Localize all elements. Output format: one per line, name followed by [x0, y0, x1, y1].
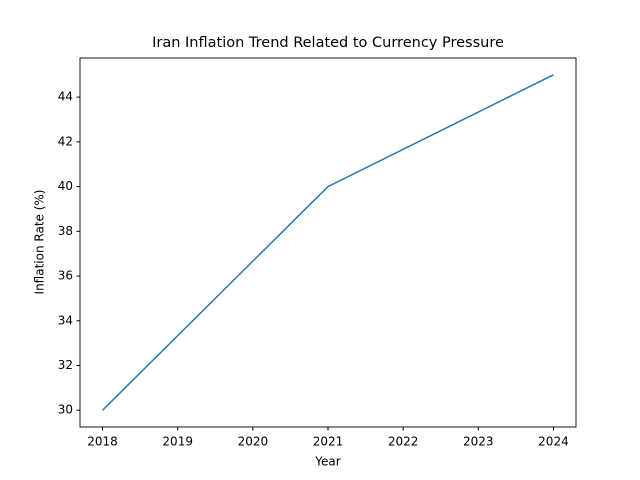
y-tick-label: 32	[58, 358, 73, 372]
chart-title: Iran Inflation Trend Related to Currency…	[152, 35, 504, 51]
y-tick-label: 44	[58, 90, 73, 104]
y-tick-label: 40	[58, 179, 73, 193]
x-tick-label: 2023	[463, 435, 494, 449]
y-tick-label: 30	[58, 403, 73, 417]
y-tick-label: 42	[58, 134, 73, 148]
x-tick-label: 2021	[313, 435, 344, 449]
x-tick-label: 2024	[538, 435, 569, 449]
y-tick-label: 34	[58, 313, 73, 327]
x-tick-label: 2018	[87, 435, 118, 449]
x-tick-label: 2022	[388, 435, 419, 449]
y-axis-label: Inflation Rate (%)	[33, 190, 47, 295]
y-tick-label: 36	[58, 269, 73, 283]
data-line	[102, 74, 554, 411]
plot-frame	[79, 57, 577, 428]
x-tick-label: 2019	[162, 435, 193, 449]
x-axis-label: Year	[314, 455, 340, 469]
x-tick-label: 2020	[238, 435, 269, 449]
y-tick-label: 38	[58, 224, 73, 238]
